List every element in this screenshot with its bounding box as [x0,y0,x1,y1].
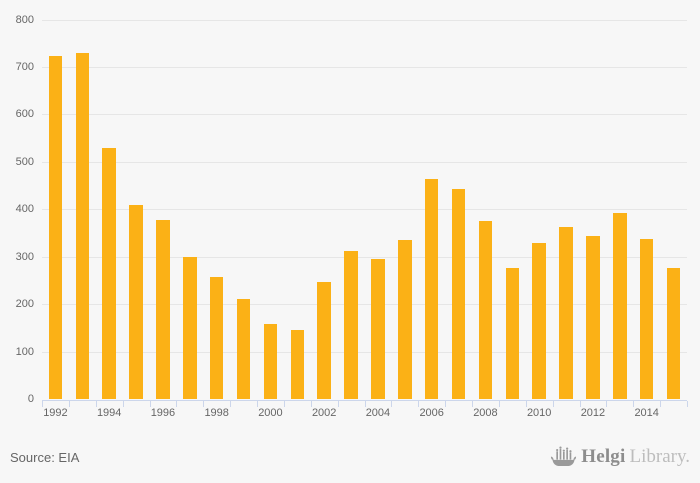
viking-ship-icon [551,446,577,467]
x-axis-label: 2004 [365,406,391,419]
x-axis-tick [525,400,527,407]
y-axis-label: 100 [15,345,34,358]
x-axis-tick [337,400,339,407]
y-axis-label: 300 [15,250,34,263]
gridline-500 [42,161,687,163]
x-axis-label: 2014 [634,406,659,419]
x-axis-tick [606,400,608,407]
bar-1996[interactable] [156,220,170,400]
y-axis-label: 600 [15,108,34,121]
bar-2003[interactable] [344,251,358,400]
bar-2005[interactable] [398,240,412,400]
bar-2011[interactable] [559,226,573,400]
x-axis-tick [149,400,151,407]
x-axis-label: 2008 [473,406,498,419]
x-axis-tick [391,400,393,407]
bar-1997[interactable] [183,256,197,400]
bar-1995[interactable] [129,204,143,400]
x-axis-label: 2006 [419,406,444,419]
logo-brand: Helgi [581,445,626,467]
y-axis-label: 700 [15,60,34,73]
bar-1992[interactable] [48,56,63,400]
y-axis-label: 200 [15,298,34,311]
y-axis-label: 0 [27,393,34,405]
gridline-700 [42,66,687,68]
bar-2009[interactable] [505,268,520,400]
source-label: Source: EIA [10,450,80,465]
gridline-300 [42,256,687,258]
x-axis-tick [445,400,447,407]
x-axis-tick [364,400,366,407]
gridline-600 [42,114,687,116]
bar-2001[interactable] [290,330,305,400]
gridline-800 [42,19,687,21]
x-axis-tick [95,400,97,407]
bar-2004[interactable] [371,258,385,400]
x-axis-tick [310,400,312,407]
gridline-200 [42,304,687,306]
bar-2007[interactable] [451,188,466,400]
gridline-400 [42,209,687,211]
bar-2006[interactable] [424,178,439,400]
x-axis-label: 2010 [526,406,552,419]
x-axis-label: 1994 [96,406,122,419]
bar-1999[interactable] [236,299,251,400]
bar-2013[interactable] [613,212,627,400]
y-axis-label: 500 [15,155,34,168]
x-axis-tick [472,400,473,407]
bar-2002[interactable] [317,281,331,400]
x-axis-tick [687,400,688,407]
x-axis-label: 1992 [43,406,68,419]
bar-2014[interactable] [639,238,654,400]
bar-2008[interactable] [478,221,493,400]
x-axis-tick [418,400,420,407]
gridline-100 [42,351,687,353]
x-axis-label: 2012 [580,406,606,419]
x-axis-label: 1998 [204,406,229,419]
bar-2010[interactable] [532,243,546,400]
bar-2012[interactable] [586,235,600,400]
x-axis-tick [42,400,43,407]
x-axis-tick [498,400,500,407]
bar-1998[interactable] [209,276,224,400]
bar-2000[interactable] [263,323,278,400]
x-axis-label: 2000 [258,406,283,419]
x-axis-label: 1996 [150,406,176,419]
bar-1994[interactable] [102,147,116,400]
bar-2015[interactable] [666,268,681,400]
x-axis-tick [552,400,554,407]
x-axis-tick [230,400,232,407]
x-axis-label: 2002 [311,406,337,419]
bar-1993[interactable] [75,52,90,400]
x-axis-tick [122,400,124,407]
y-axis-label: 800 [15,13,34,26]
x-axis-tick [68,400,70,407]
x-axis-line [42,399,687,401]
x-axis-tick [203,400,205,407]
x-axis-tick [176,400,178,407]
x-axis-tick [633,400,635,407]
x-axis-tick [257,400,258,407]
logo-brand-suffix: Library. [629,445,691,467]
x-axis-tick [579,400,581,407]
x-axis-tick [283,400,285,407]
helgilibrary-logo[interactable]: Helgi Library. [550,445,690,468]
y-axis-label: 400 [15,203,34,216]
x-axis-tick [660,400,662,407]
